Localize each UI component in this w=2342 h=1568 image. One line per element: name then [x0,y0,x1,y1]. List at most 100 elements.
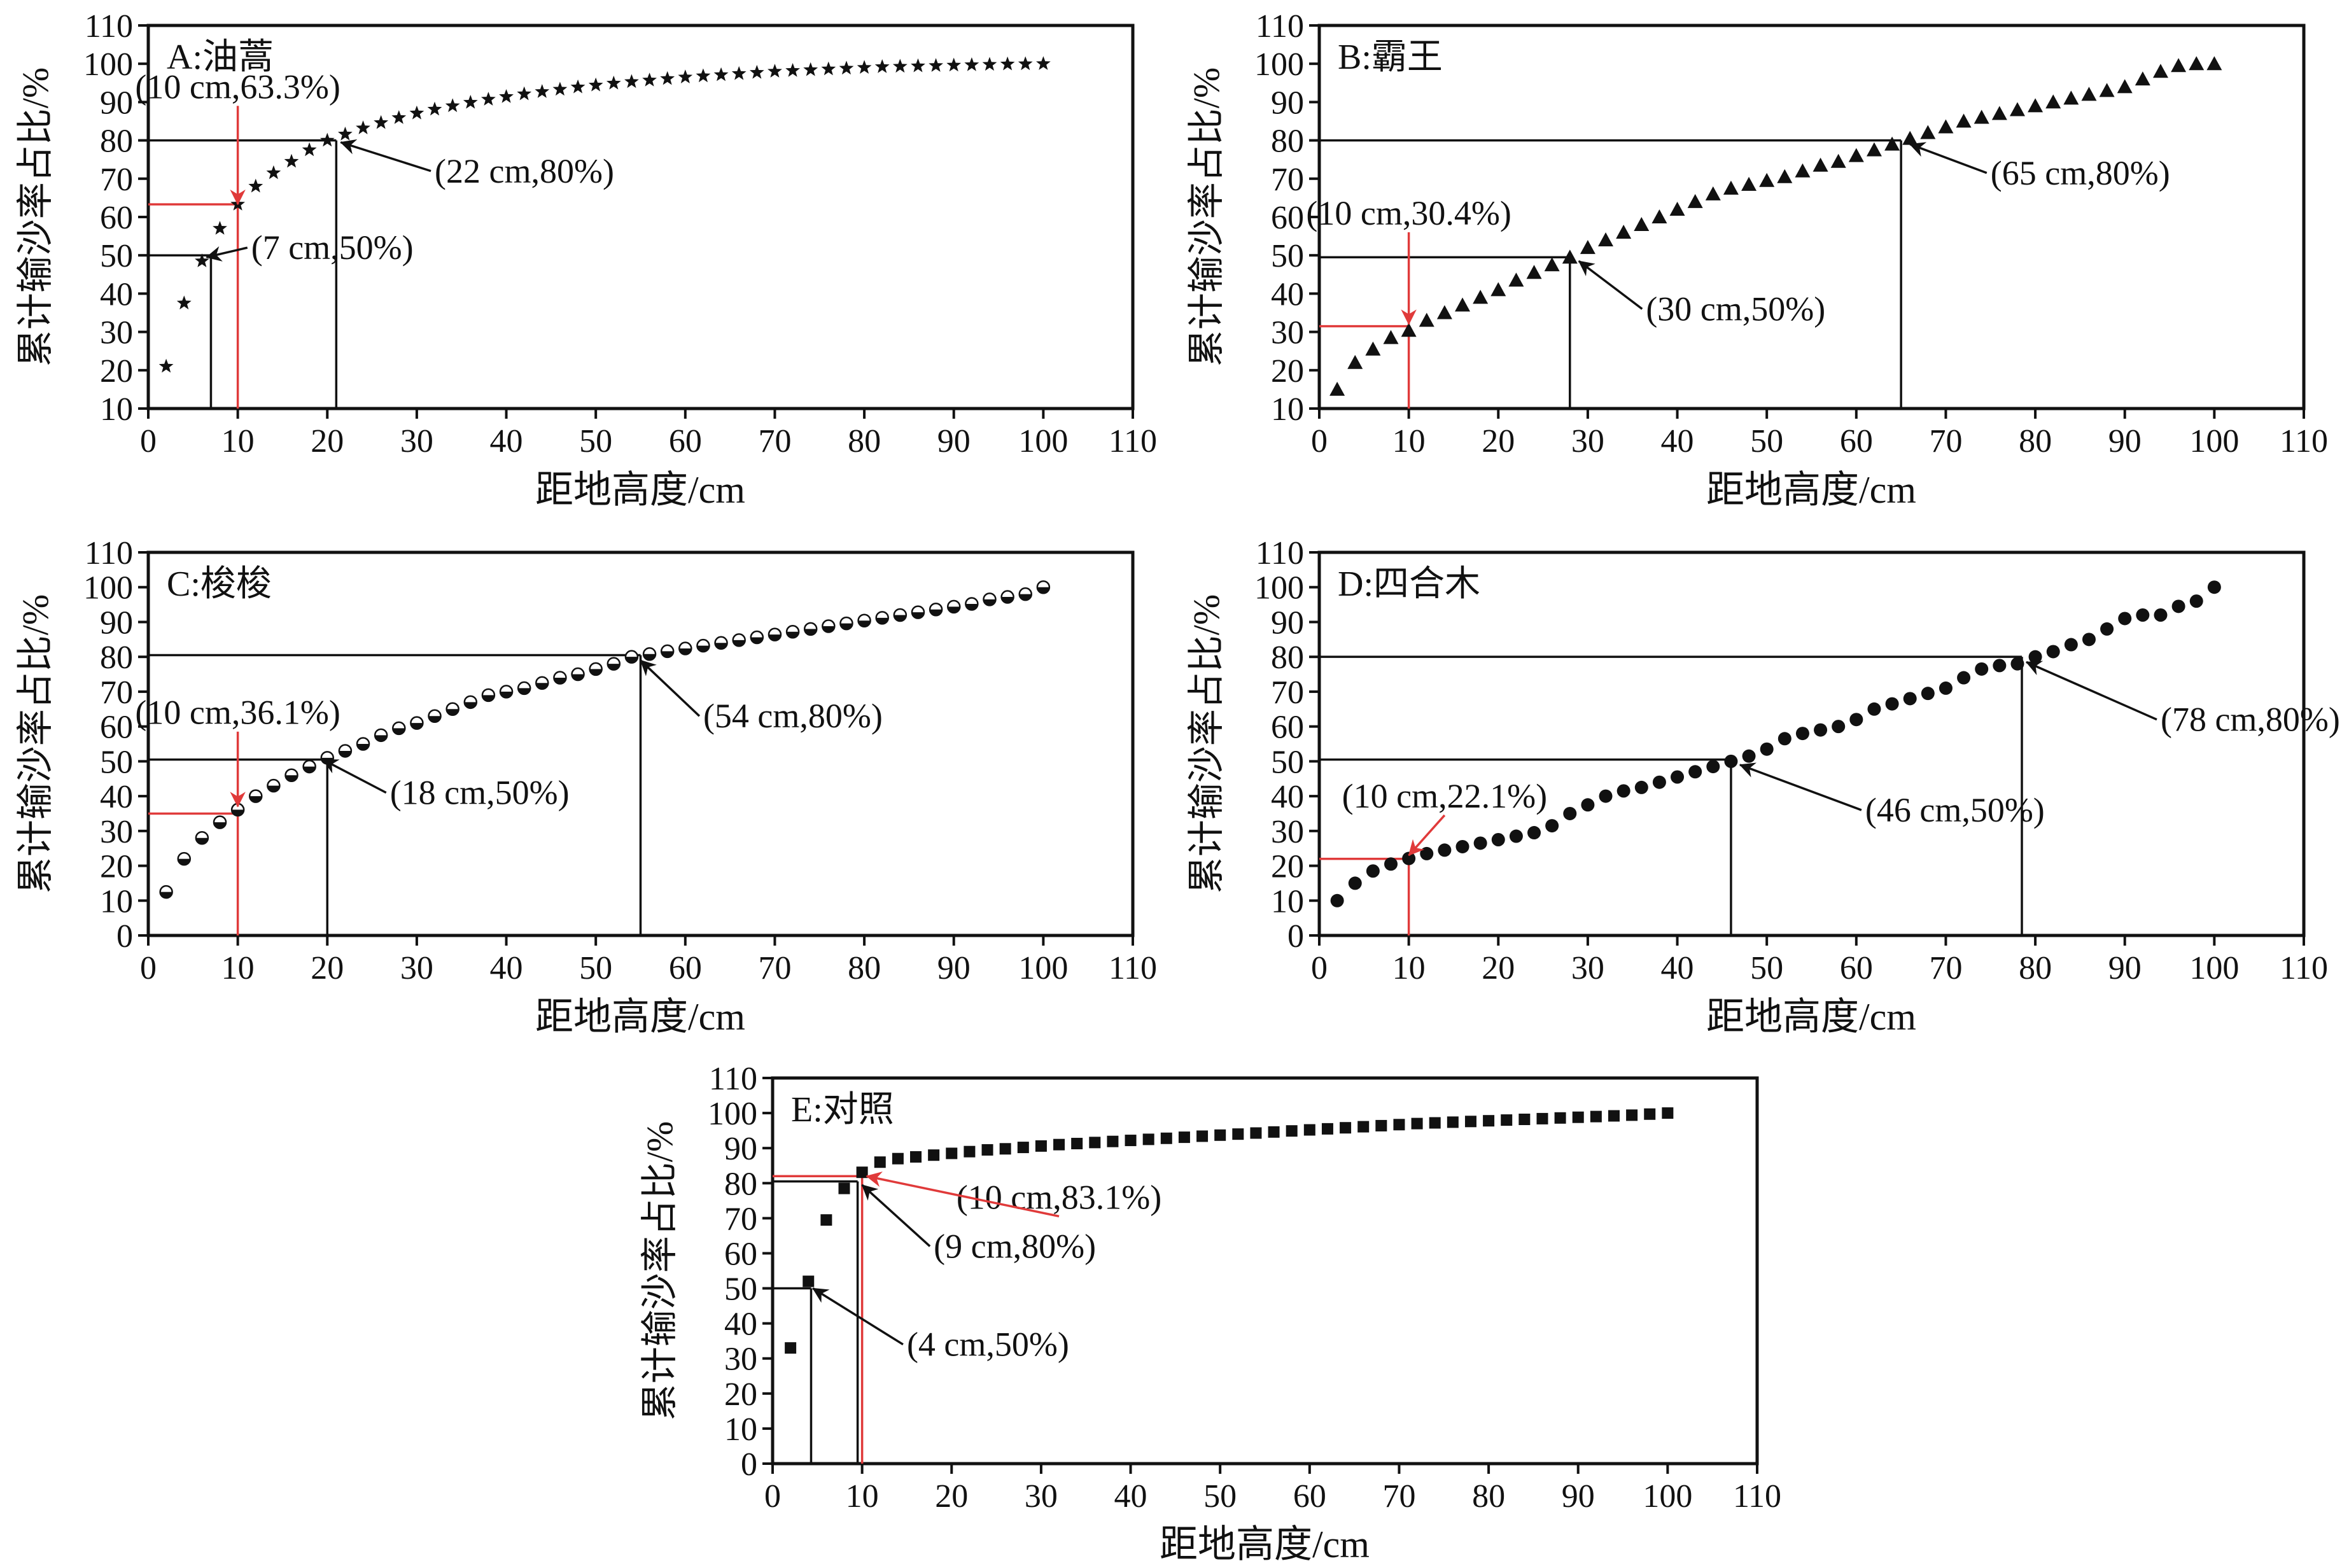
panel-c-data-point [410,716,424,730]
panel-e-annotation-label: (10 cm,83.1%) [957,1178,1161,1216]
panel-d-x-tick-label: 90 [2108,950,2142,986]
panel-a-data-point [946,57,962,72]
panel-e-data-point [1375,1119,1387,1131]
panel-e-data-point [820,1214,832,1226]
panel-d-x-tick-label: 110 [2280,950,2328,986]
panel-e-annotation-arrow [866,1172,1060,1218]
panel-a-data-point [696,68,711,83]
panel-b: (10 cm,30.4%)(30 cm,50%)(65 cm,80%) 0 10 2… [1186,8,2328,511]
panel-c-y-tick-label: 0 [116,918,133,955]
panel-a-data-point [839,60,854,75]
panel-e-data-point [856,1166,868,1179]
panel-b-x-tick-label: 100 [2189,423,2239,459]
panel-b-data-point [2117,79,2133,94]
panel-e-x-tick-label: 70 [1382,1478,1415,1515]
panel-c-data-point [660,644,675,659]
panel-c-data-point [553,671,567,685]
panel-c-data-point [875,611,889,625]
panel-c: (10 cm,36.1%)(18 cm,50%)(54 cm,80%) 0 10 2… [15,535,1157,1038]
panel-e-data-point [1608,1110,1620,1122]
panel-e-y-tick-label: 110 [709,1061,757,1097]
panel-a-data-point [642,73,657,87]
panel-a-data-point [570,79,586,94]
panel-a-data-point [768,64,782,78]
panel-d-data-point [1778,732,1792,746]
panel-a-x-tick-label: 70 [758,423,791,459]
panel-e-markers [785,1107,1674,1354]
panel-c-references [148,654,642,935]
panel-e-data-point [1357,1121,1370,1133]
panel-c-data-point [284,768,298,783]
panel-a-references [148,139,338,409]
panel-c-data-point [267,778,281,793]
panel-d-annotation-arrow [1408,814,1446,857]
panel-d-data-point [1545,819,1559,833]
panel-a-annotation-label: (7 cm,50%) [251,228,414,267]
panel-d-data-point [1420,846,1434,860]
panel-b-y-tick-label: 90 [1271,85,1304,121]
panel-a-data-point [588,77,603,92]
panel-a-annotations: (10 cm,63.3%) (7 cm,50%) (22 cm,80%) [135,67,614,267]
panel-c-y-tick-label: 20 [100,849,133,885]
panel-c-data-point [946,599,961,614]
panel-a-y-tick-label: 60 [100,200,133,236]
panel-a-y-axis-label: 累计输沙率占比/% [15,67,56,367]
panel-e-data-point [1125,1135,1137,1147]
panel-c-y-tick-label: 100 [83,570,133,606]
panel-c-annotation-label: (18 cm,50%) [390,774,570,812]
panel-d-x-tick-label: 30 [1571,950,1604,986]
panel-e-data-point [803,1275,815,1287]
panel-b-data-point [1884,136,1900,151]
panel-b-data-point [1866,142,1882,157]
panel-c-annotation-arrow [322,759,387,794]
panel-a-data-point [356,120,370,134]
panel-d-data-point [2118,612,2132,626]
panel-d-data-point [1348,876,1362,890]
panel-e-x-tick-label: 30 [1025,1478,1058,1515]
panel-e-data-point [1321,1123,1333,1135]
panel-a-data-point [445,98,460,113]
panel-e-data-point [1447,1116,1459,1128]
panel-e-x-tick-label: 0 [764,1478,781,1515]
panel-e-x-tick-label: 60 [1293,1478,1326,1515]
panel-e-data-point [1196,1130,1209,1142]
panel-b-data-point [2009,102,2025,116]
panel-d-data-point [2154,608,2168,622]
panel-a-data-point [481,92,496,106]
panel-a-data-point [266,165,281,179]
panel-c-data-point [983,592,997,606]
panel-e-x-tick-label: 80 [1472,1478,1505,1515]
panel-d-data-point [1742,749,1756,763]
panel-a-annotation-arrow [206,246,248,262]
panel-d-x-tick-label: 50 [1750,950,1783,986]
panel-b-y-tick-label: 100 [1254,46,1304,83]
panel-c-y-tick-label: 50 [100,744,133,780]
panel-c-data-point [929,603,943,617]
panel-d-x-tick-label: 70 [1929,950,1962,986]
panel-b-data-point [2028,98,2044,113]
panel-c-data-point [195,831,209,845]
panel-c-title: C:梭梭 [167,564,272,604]
panel-e-data-point [1160,1132,1172,1144]
panel-e-data-point [1089,1137,1101,1149]
panel-b-data-point [1795,163,1811,178]
panel-e-data-point [874,1156,886,1168]
panel-d-data-point [1832,720,1846,734]
panel-d-y-tick-label: 30 [1271,814,1304,850]
panel-a-x-tick-label: 40 [490,423,523,459]
panel-a-x-tick-label: 110 [1109,423,1157,459]
panel-a-markers [158,56,1051,373]
panel-d-data-point [1671,770,1685,784]
panel-a-data-point [517,86,532,101]
panel-c-x-tick-label: 20 [311,950,344,986]
panel-c-annotation-label: (54 cm,80%) [703,697,883,735]
panel-c-x-tick-label: 60 [669,950,702,986]
panel-b-x-tick-label: 60 [1840,423,1873,459]
panel-e-x-tick-label: 110 [1733,1478,1781,1515]
panel-e-data-point [892,1152,904,1165]
panel-a-data-point [499,89,514,103]
panel-b-data-point [1902,130,1918,145]
panel-c-y-axis-label: 累计输沙率占比/% [15,594,56,893]
